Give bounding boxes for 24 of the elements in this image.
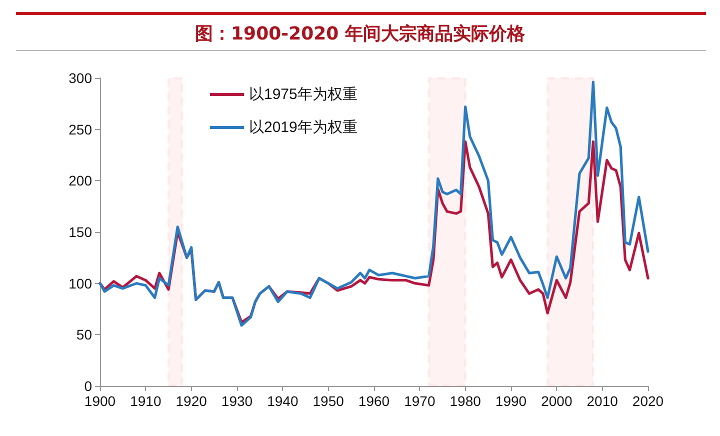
y-tick-label: 150 [68,224,92,240]
y-tick-label: 50 [76,326,92,343]
x-tick-label: 2000 [541,393,572,409]
x-tick-label: 1950 [312,393,344,409]
y-tick-label: 300 [68,70,92,86]
x-tick-label: 1970 [404,393,436,409]
x-tick-label: 1990 [495,393,527,409]
x-tick-label: 1930 [221,393,253,409]
x-tick-label: 1910 [130,393,162,409]
chart-title: 图：1900-2020 年间大宗商品实际价格 [195,24,526,44]
y-tick-label: 250 [68,121,92,138]
y-tick-label: 100 [68,275,92,292]
x-tick-label: 2020 [632,393,664,409]
legend-label: 以2019年为权重 [249,119,358,136]
x-tick-label: 1900 [84,393,116,409]
x-tick-label: 1920 [176,393,208,409]
y-tick-label: 200 [68,172,92,189]
y-tick-label: 0 [84,378,92,394]
x-tick-label: 1980 [450,393,482,409]
x-tick-label: 1960 [358,393,390,409]
line-series [98,80,650,327]
legend-label: 以1975年为权重 [249,86,358,103]
x-tick-label: 2010 [586,393,618,409]
x-tick-label: 1940 [267,393,298,409]
